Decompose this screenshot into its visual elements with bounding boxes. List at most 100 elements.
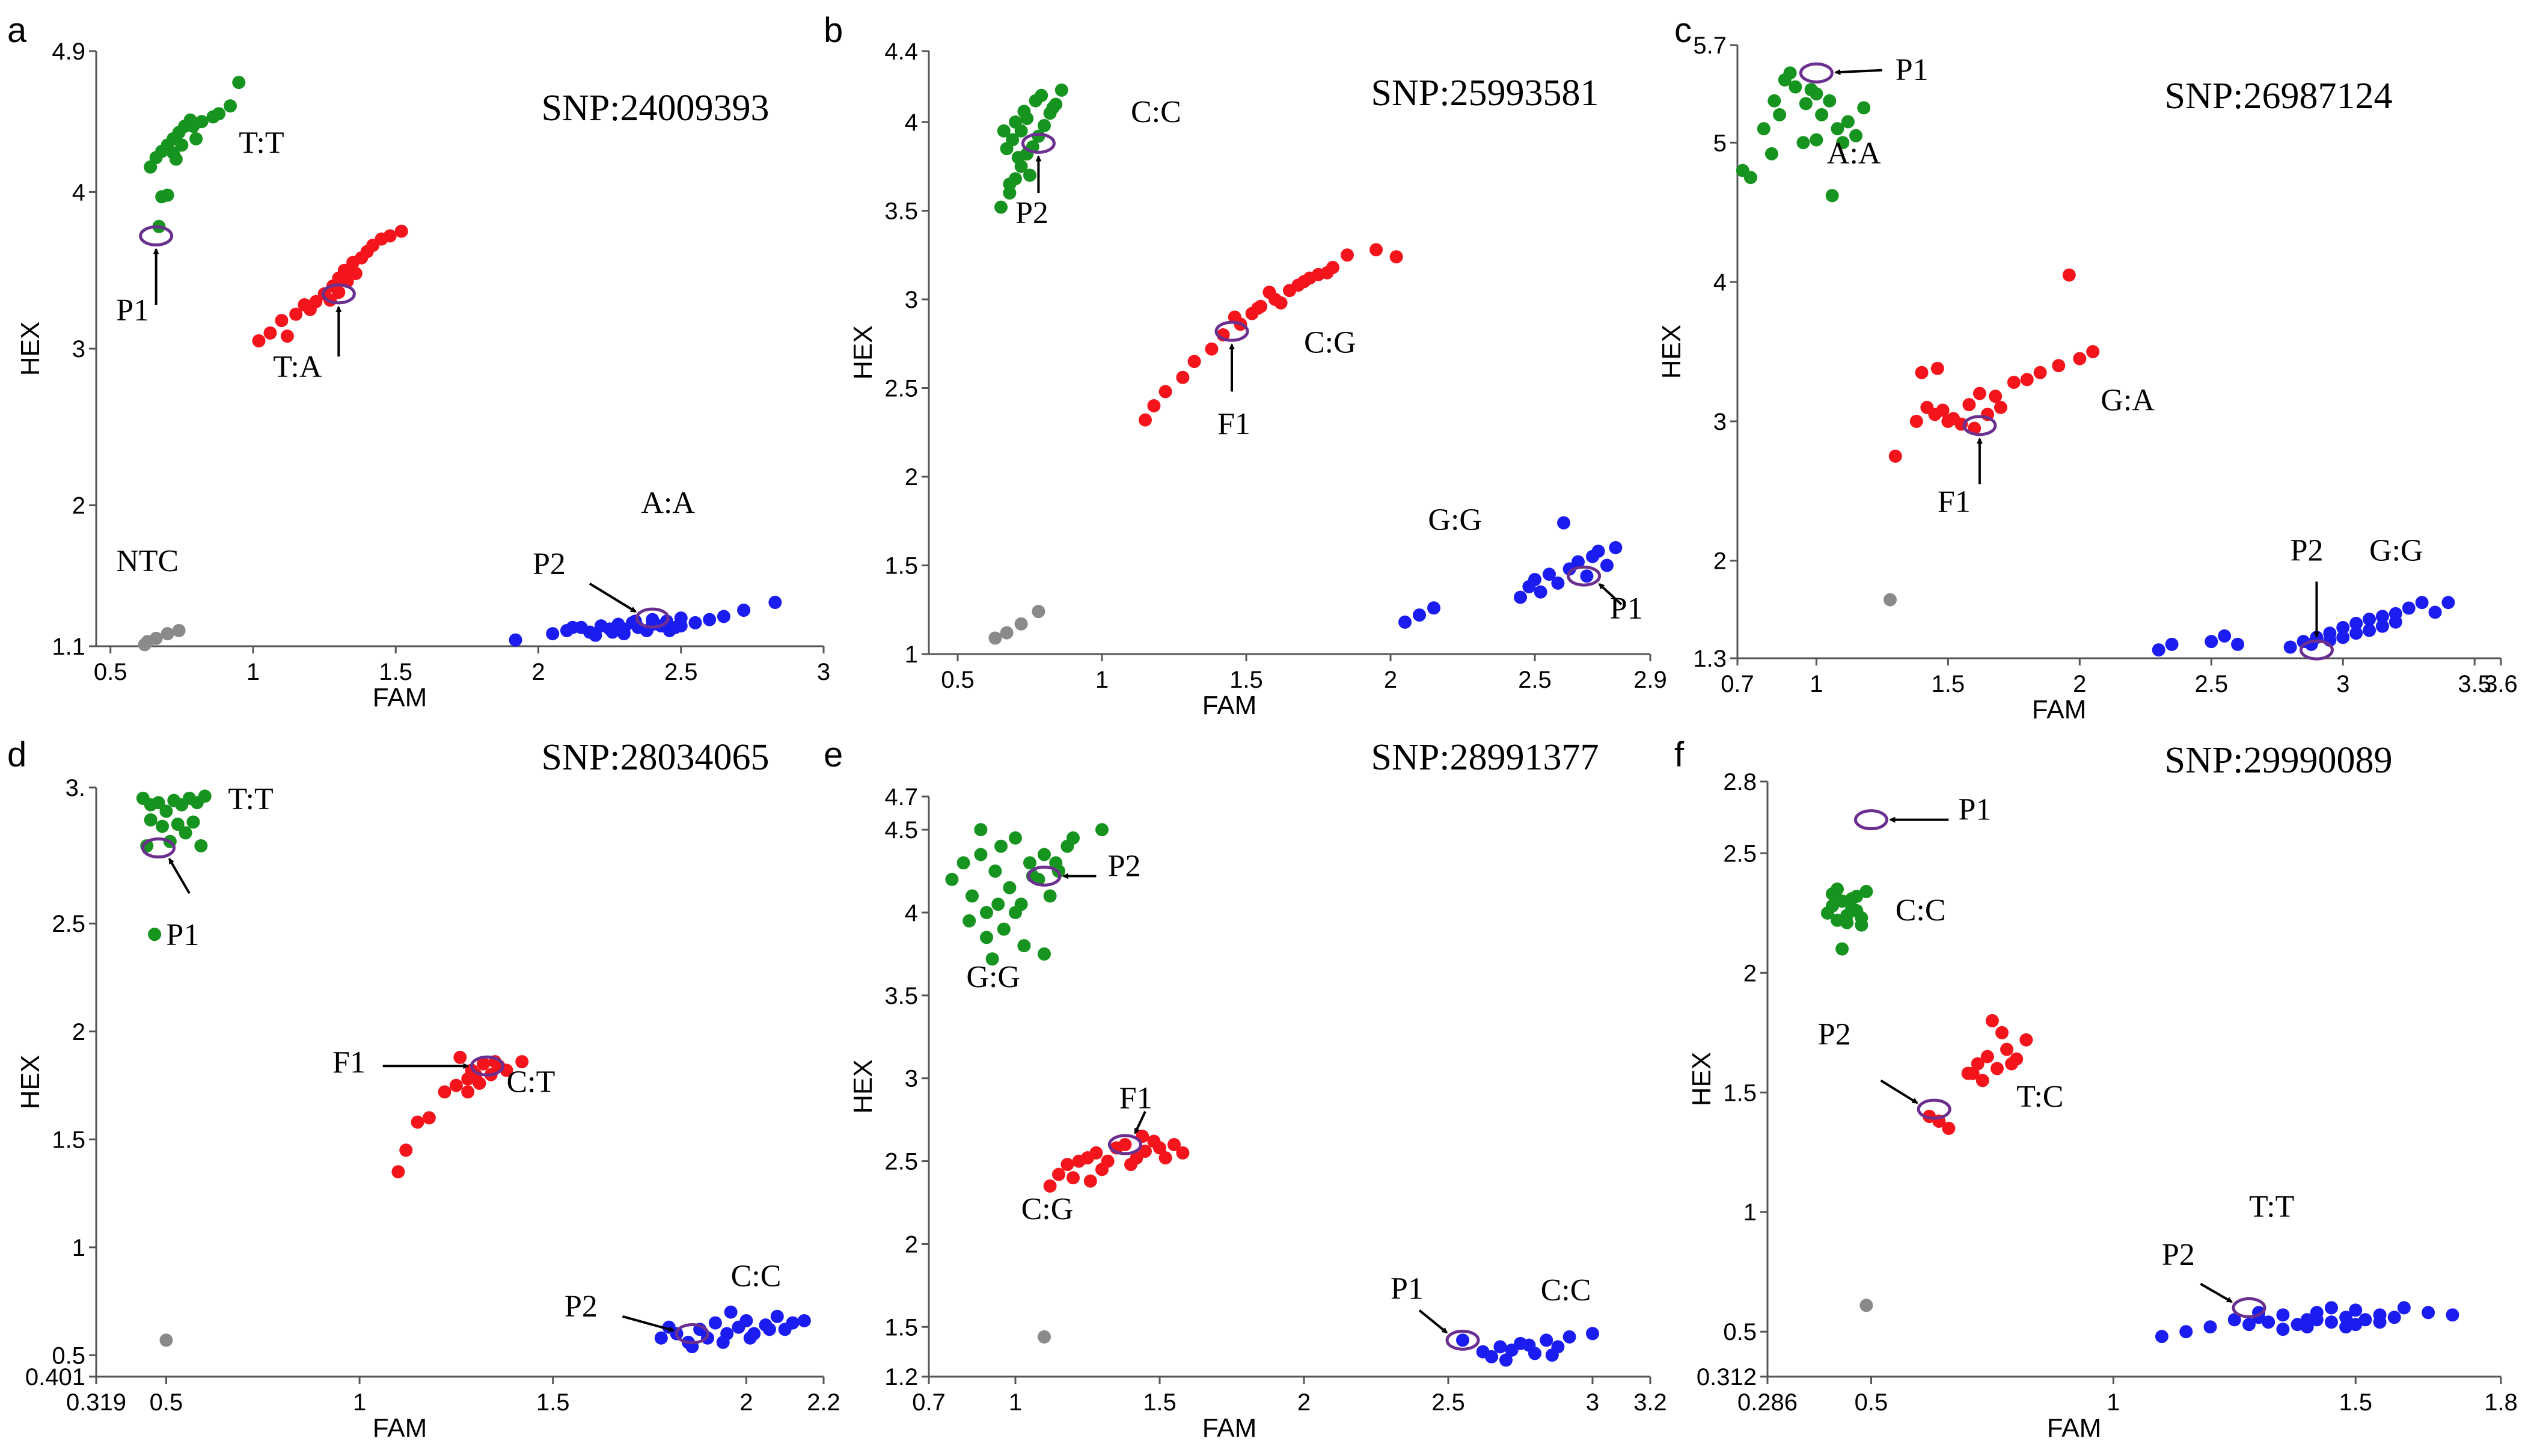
data-point (2324, 1315, 2338, 1329)
data-point (1014, 124, 1028, 138)
y-axis-label: HEX (848, 325, 878, 379)
y-tick-label: 3 (1713, 409, 1727, 435)
annotation-label: T:T (239, 126, 284, 160)
annotation-label: C:T (507, 1065, 555, 1099)
series-t-t (136, 789, 212, 941)
panel-d: 0.319 0.5 1 1.5 2 2.20.4010.511.522.53.FAMHEX… (7, 735, 840, 1443)
y-tick-label: 1.2 (884, 1364, 918, 1390)
data-point (2242, 1318, 2256, 1332)
data-point (171, 818, 185, 831)
x-tick-label: 2.5 (1431, 1389, 1465, 1416)
highlight-ellipse (1853, 809, 1888, 831)
highlight-ellipse (1027, 865, 1062, 887)
data-point (2062, 268, 2076, 282)
x-tick-label: 2.9 (1633, 667, 1667, 693)
data-point (2231, 637, 2245, 651)
data-point (1942, 1121, 1956, 1135)
data-point (1499, 1353, 1513, 1367)
data-point (1032, 129, 1045, 143)
y-tick-label: 1.5 (1723, 1080, 1757, 1106)
data-point (1014, 617, 1028, 631)
chart-title: SNP:24009393 (542, 88, 770, 129)
series-c-c (994, 83, 1068, 214)
data-point (1067, 831, 1080, 845)
data-point (1291, 278, 1305, 292)
data-point (2415, 596, 2429, 610)
data-point (303, 302, 317, 316)
data-point (438, 1085, 451, 1099)
data-point (2349, 617, 2363, 631)
data-point (2397, 1301, 2411, 1315)
data-point (2276, 1308, 2290, 1322)
data-point (997, 922, 1011, 936)
x-tick-label: 0.5 (941, 667, 975, 693)
data-point (509, 633, 522, 647)
data-point (1176, 1146, 1190, 1160)
data-point (743, 1331, 757, 1345)
highlight-ellipse (635, 607, 670, 629)
data-point (1810, 133, 1823, 147)
data-point (1840, 916, 1854, 929)
data-point (1815, 108, 1829, 121)
data-point (1035, 88, 1048, 102)
data-point (2387, 1311, 2401, 1324)
data-point (2165, 637, 2179, 651)
data-point (2007, 376, 2021, 389)
data-point (2155, 1330, 2168, 1344)
highlight-ellipse (2299, 639, 2334, 661)
series-c-c (1820, 882, 1873, 956)
data-point (966, 889, 979, 903)
data-point (1545, 1348, 1559, 1362)
data-point (1528, 573, 1541, 587)
annotation-label: P1 (1896, 53, 1929, 87)
data-point (1966, 1066, 1980, 1080)
pointer-arrow (1834, 69, 1882, 76)
y-tick-label: 2 (72, 493, 85, 519)
annotation-label: A:A (1827, 136, 1881, 171)
x-tick-label: 0.7 (1721, 671, 1754, 697)
data-point (1586, 1327, 1599, 1341)
data-point (1003, 177, 1017, 191)
y-tick-label: 2.5 (52, 911, 85, 937)
x-tick-label: 2.2 (807, 1389, 840, 1416)
y-tick-label: 4 (905, 109, 918, 136)
data-point (1038, 1330, 1051, 1344)
data-point (2428, 605, 2442, 619)
y-axis-label: HEX (1657, 325, 1686, 379)
panel-e: 0.7 1 1.5 2 2.5 3 3.2 1.2 1.5 2 2.5 3 3.5 4 4.5 4.7 FAM H… (824, 735, 1667, 1443)
data-point (1835, 942, 1849, 956)
data-point (2205, 635, 2218, 649)
annotation-label: C:G (1304, 326, 1356, 360)
panel-a: 0.5 1 1.5 2 2.5 3 1.1 2 3 4 4.9 FAM HEX a SNP:24009393… (7, 11, 830, 712)
data-point (674, 619, 688, 633)
data-point (956, 856, 970, 870)
x-tick-label: 0.5 (1855, 1389, 1888, 1416)
data-point (391, 1165, 405, 1179)
data-point (1158, 385, 1172, 399)
highlight-ellipse (1799, 62, 1834, 84)
data-point (2375, 610, 2389, 623)
data-point (1540, 1333, 1553, 1347)
highlight-ellipse (139, 225, 174, 246)
chart-title: SNP:26987124 (2165, 76, 2393, 117)
x-tick-label: 1 (246, 659, 260, 685)
data-point (1139, 1145, 1152, 1158)
data-point (1251, 301, 1265, 315)
x-tick-label: 3 (2336, 671, 2349, 697)
y-tick-label: 1 (905, 641, 918, 668)
annotation-label: P1 (1610, 592, 1643, 626)
data-point (332, 286, 346, 299)
annotation-label: C:C (1131, 95, 1181, 129)
x-axis-label: FAM (373, 1413, 427, 1443)
annotation-label: P1 (1391, 1271, 1424, 1306)
y-tick-label: 2.8 (1723, 769, 1757, 795)
x-tick-label: 1.8 (2484, 1389, 2518, 1416)
series-ntc (1884, 593, 1897, 607)
y-tick-label: 0.401 (25, 1364, 85, 1390)
data-point (1825, 887, 1839, 901)
data-point (148, 928, 162, 941)
data-point (2375, 619, 2389, 633)
x-axis-label: FAM (2032, 695, 2086, 724)
data-point (1859, 1298, 1873, 1312)
data-point (2052, 359, 2066, 373)
